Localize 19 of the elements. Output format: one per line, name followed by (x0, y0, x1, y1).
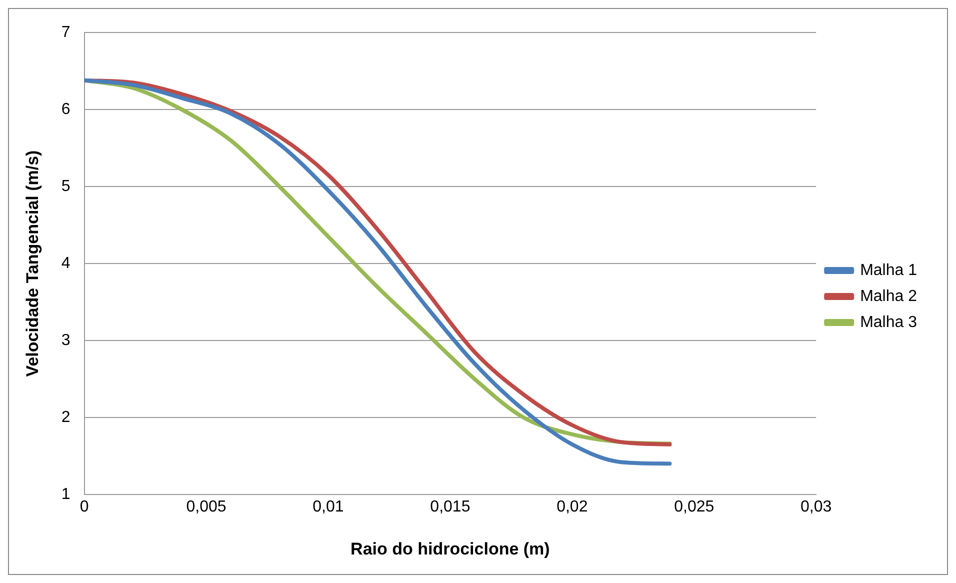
x-tick-label: 0,025 (674, 498, 714, 516)
legend-label: Malha 1 (860, 262, 918, 279)
y-tick-label: 1 (61, 486, 70, 503)
x-axis-title: Raio do hidrociclone (m) (350, 539, 550, 558)
x-tick-label: 0,015 (430, 498, 470, 516)
y-tick-label: 7 (61, 24, 70, 42)
y-tick-label: 2 (61, 408, 70, 426)
x-tick-label: 0 (80, 498, 89, 516)
y-tick-label: 3 (61, 332, 70, 349)
y-axis-title: Velocidade Tangencial (m/s) (22, 150, 42, 377)
x-tick-label: 0,02 (556, 498, 588, 516)
x-tick-label: 0,01 (312, 498, 344, 516)
legend-label: Malha 3 (860, 314, 918, 331)
y-tick-label: 6 (61, 100, 70, 118)
legend-label: Malha 2 (860, 288, 918, 305)
y-tick-label: 5 (61, 178, 70, 195)
x-tick-label: 0,03 (800, 498, 832, 516)
x-tick-label: 0,005 (186, 498, 226, 516)
y-tick-label: 4 (61, 254, 70, 272)
